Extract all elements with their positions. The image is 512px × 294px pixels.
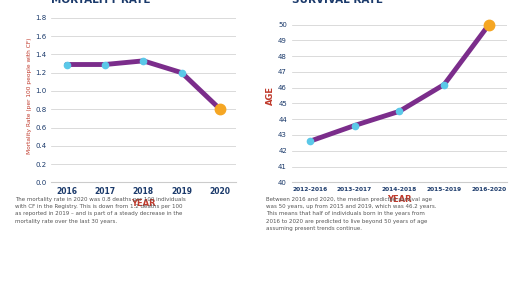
Y-axis label: Mortality Rate (per 100 people with CF): Mortality Rate (per 100 people with CF) — [27, 37, 32, 154]
Text: Between 2016 and 2020, the median predicted survival age
was 50 years, up from 2: Between 2016 and 2020, the median predic… — [266, 197, 437, 231]
X-axis label: YEAR: YEAR — [131, 199, 156, 208]
Text: MORTALITY RATE: MORTALITY RATE — [51, 0, 151, 5]
X-axis label: YEAR: YEAR — [387, 195, 412, 204]
Text: The mortality rate in 2020 was 0.8 deaths per 100 individuals
with CF in the Reg: The mortality rate in 2020 was 0.8 death… — [15, 197, 186, 223]
Text: SURVIVAL RATE: SURVIVAL RATE — [292, 0, 383, 5]
Y-axis label: AGE: AGE — [266, 86, 275, 105]
